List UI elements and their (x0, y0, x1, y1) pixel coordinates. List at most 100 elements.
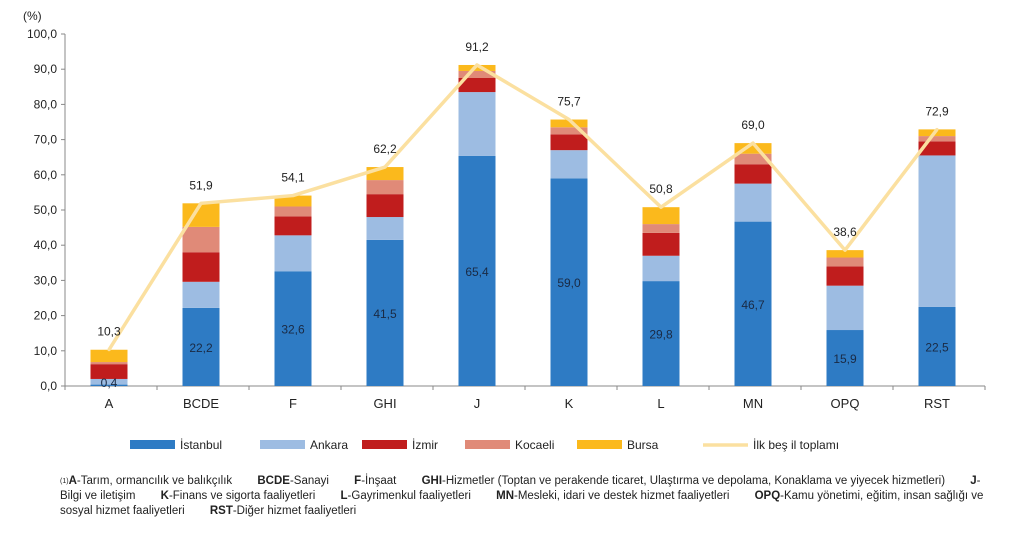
total-line (107, 63, 939, 351)
bar-segment-kocaeli (642, 224, 680, 233)
footnote-item: F-İnşaat (354, 475, 397, 487)
data-label-total: 62,2 (373, 142, 397, 156)
x-tick-label: L (657, 396, 664, 411)
y-tick-label: 10,0 (34, 344, 58, 358)
footnote-item: RST-Diğer hizmet faaliyetleri (209, 505, 357, 517)
total-line-point (107, 348, 111, 352)
x-tick-label: J (474, 396, 481, 411)
bar-segment-ankara (826, 285, 864, 331)
bar-segment-kocaeli (458, 70, 496, 78)
y-tick-label: 100,0 (27, 27, 57, 41)
bar-segment-izmir (918, 141, 956, 156)
data-label-total: 51,9 (189, 178, 213, 192)
data-label-istanbul: 22,2 (189, 341, 213, 355)
total-line-point (199, 201, 203, 205)
data-label-total: 91,2 (465, 40, 489, 54)
data-label-istanbul: 46,7 (741, 298, 765, 312)
total-line-point (567, 118, 571, 122)
legend-label: Ankara (310, 438, 348, 452)
x-tick-label: MN (743, 396, 763, 411)
data-label-istanbul: 15,9 (833, 352, 857, 366)
footnote-item: K-Finans ve sigorta faaliyetleri (160, 490, 316, 502)
data-label-istanbul: 32,6 (281, 323, 305, 337)
bar-segment-kocaeli (918, 136, 956, 142)
bar-segment-istanbul (366, 239, 404, 386)
bar-segment-istanbul (642, 281, 680, 386)
x-tick-label: BCDE (183, 396, 219, 411)
x-tick-label: F (289, 396, 297, 411)
x-tick-label: GHI (373, 396, 396, 411)
bar-segment-izmir (458, 78, 496, 93)
y-tick-label: 50,0 (34, 203, 58, 217)
bar-segment-izmir (274, 216, 312, 236)
y-tick-label: 70,0 (34, 133, 58, 147)
footnote-item: BCDE-Sanayi (257, 475, 329, 487)
data-label-total: 38,6 (833, 225, 857, 239)
bar-segment-kocaeli (182, 226, 220, 253)
total-line-point (659, 205, 663, 209)
y-tick-label: 30,0 (34, 273, 58, 287)
data-label-total: 72,9 (925, 104, 949, 118)
bar-segment-ankara (274, 235, 312, 272)
bar-segment-bursa (274, 195, 312, 207)
bar-segment-ankara (642, 255, 680, 282)
bar-segment-kocaeli (826, 257, 864, 267)
bar-segment-istanbul (918, 306, 956, 386)
data-label-istanbul: 65,4 (465, 265, 489, 279)
bar-segment-ankara (182, 281, 220, 308)
total-line-point (475, 63, 479, 67)
y-tick-label: 20,0 (34, 309, 58, 323)
bar-segment-izmir (182, 252, 220, 282)
bar-segment-bursa (918, 129, 956, 137)
data-label-istanbul: 0,4 (101, 376, 118, 390)
x-tick-label: K (565, 396, 574, 411)
bar-segment-ankara (550, 150, 588, 179)
bar-segment-izmir (826, 266, 864, 286)
data-label-total: 54,1 (281, 171, 305, 185)
legend-label: Bursa (627, 438, 659, 452)
x-tick-label: OPQ (831, 396, 860, 411)
bar-segment-istanbul (826, 330, 864, 386)
bar-segment-ankara (90, 378, 128, 385)
x-tick-label: A (105, 396, 114, 411)
bar-segment-bursa (366, 167, 404, 181)
bar-segment-bursa (826, 250, 864, 258)
data-label-total: 69,0 (741, 118, 765, 132)
bar-segment-ankara (366, 217, 404, 240)
bar-segment-bursa (734, 143, 772, 154)
y-tick-label: 40,0 (34, 238, 58, 252)
footnote-item: GHI-Hizmetler (Toptan ve perakende ticar… (421, 475, 946, 487)
y-tick-label: 0,0 (40, 379, 57, 393)
bar-segment-kocaeli (274, 206, 312, 217)
bar-segment-izmir (734, 164, 772, 184)
footnote-item: A-Tarım, ormancılık ve balıkçılık (68, 475, 233, 487)
bar-segment-bursa (90, 349, 128, 363)
bar-segment-ankara (734, 183, 772, 222)
legend-swatch (362, 440, 407, 449)
bar-segment-istanbul (458, 155, 496, 386)
stacked-bar-chart: (%) 0,0 10,0 20,0 30,0 40,0 50,0 60,0 70,0 80,0 90… (23, 9, 986, 452)
legend-swatch (130, 440, 175, 449)
total-line-point (843, 248, 847, 252)
total-line-point (935, 127, 939, 131)
y-unit-label: (%) (23, 9, 42, 23)
bar-segment-kocaeli (734, 153, 772, 165)
bar-segment-izmir (550, 134, 588, 151)
bar-segment-kocaeli (550, 127, 588, 135)
x-tick-label: RST (924, 396, 950, 411)
total-line-point (383, 165, 387, 169)
data-label-istanbul: 29,8 (649, 328, 673, 342)
bar-segment-bursa (550, 119, 588, 128)
legend-label: Kocaeli (515, 438, 554, 452)
bar-segment-izmir (366, 194, 404, 218)
footnote-item: MN-Mesleki, idari ve destek hizmet faali… (496, 490, 730, 502)
bar-segment-istanbul (90, 384, 128, 386)
bar-segment-izmir (642, 232, 680, 256)
footnote-marker: (1) (60, 478, 69, 485)
bar-segment-istanbul (734, 221, 772, 386)
data-label-istanbul: 41,5 (373, 307, 397, 321)
y-tick-label: 90,0 (34, 62, 58, 76)
legend-swatch (260, 440, 305, 449)
legend-label: İlk beş il toplamı (753, 438, 839, 452)
